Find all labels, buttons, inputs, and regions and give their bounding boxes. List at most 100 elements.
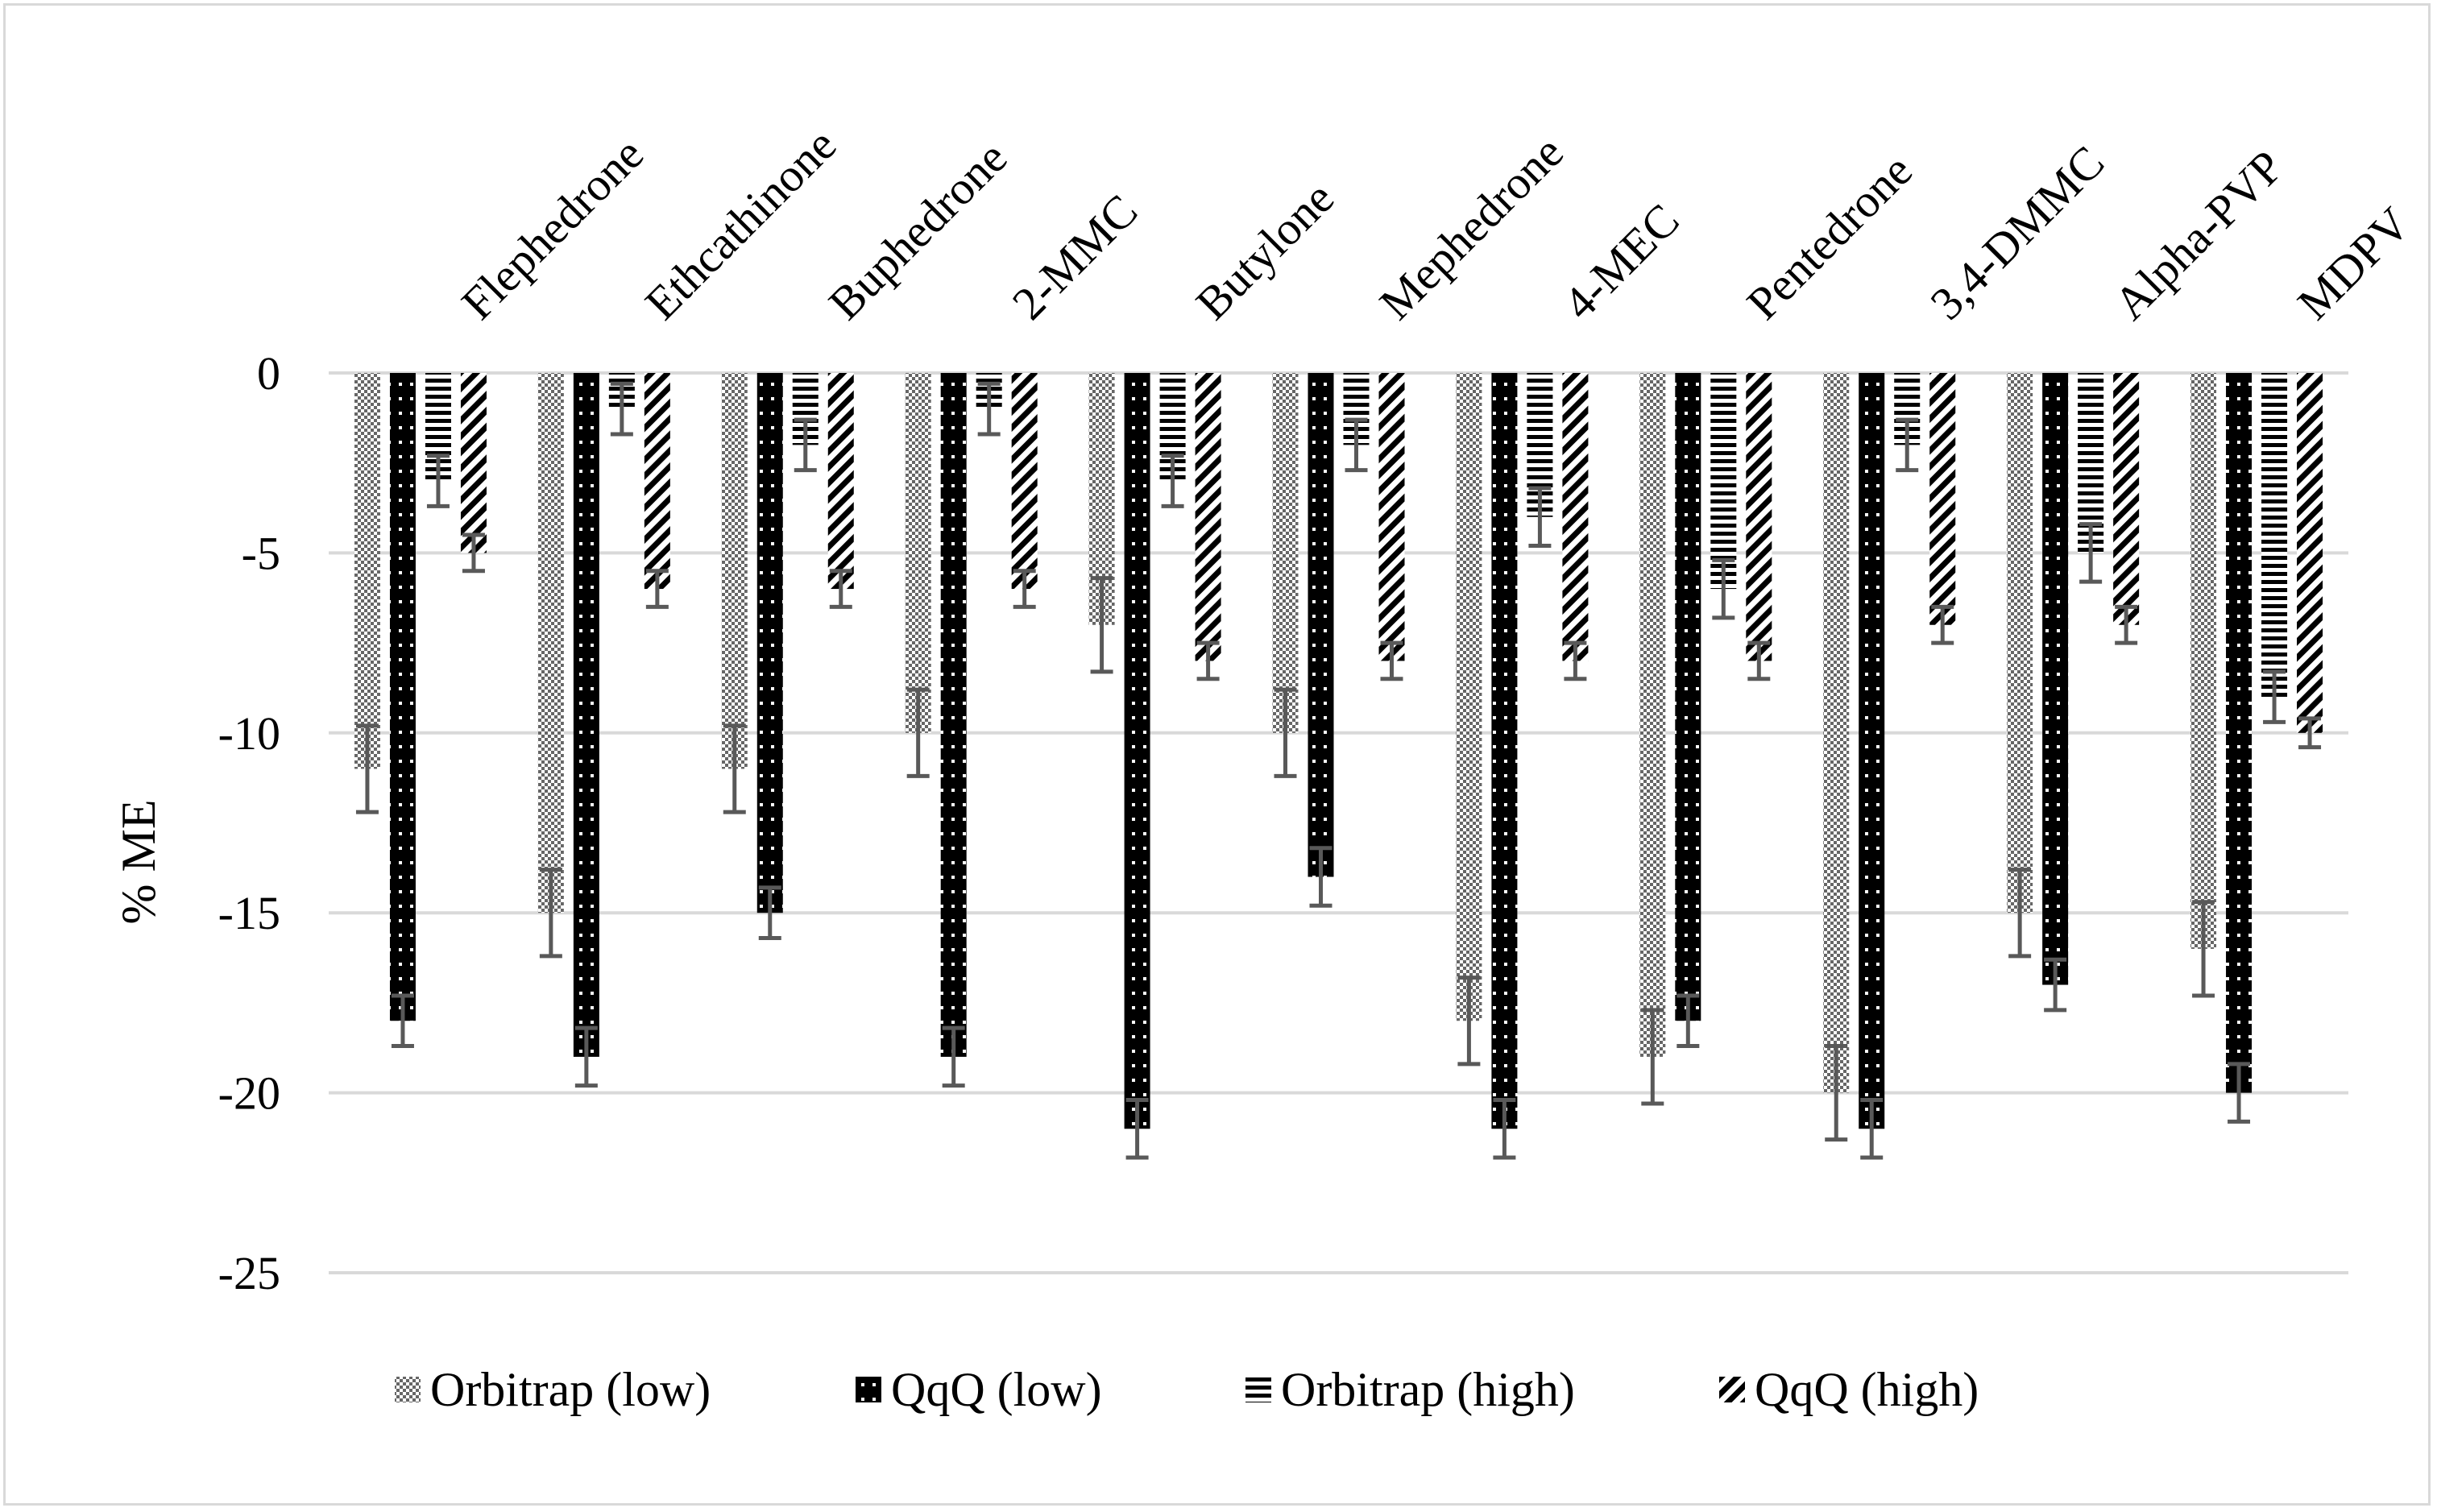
bar-diag-0 [460,373,487,553]
error-bar [1013,569,1036,609]
error-bar [1380,640,1403,681]
error-bars [355,381,2322,1160]
bar-dots-2 [756,373,783,913]
bar-diag-2 [827,373,854,590]
error-bar [1641,1008,1664,1106]
error-bar [1274,687,1297,778]
bar-diag-7 [1746,373,1772,661]
y-axis-title: % ME [112,800,165,925]
category-label: MDPV [2287,197,2420,330]
bar-dots-10 [2226,373,2253,1093]
y-tick-label: -15 [218,887,280,939]
bar-diag-3 [1011,373,1038,590]
category-label: Butylone [1186,172,1344,329]
bar-checker-3 [905,373,931,733]
error-bar [1457,976,1481,1067]
error-bar [2008,868,2032,959]
bar-diag-9 [2113,373,2140,625]
bar-dots-6 [1491,373,1518,1129]
error-bar [1125,1098,1149,1160]
y-tick-label: 0 [257,347,280,400]
y-tick-label: -20 [218,1067,280,1120]
error-bar [1712,557,1735,620]
error-bar [426,454,450,508]
bar-dots-3 [940,373,967,1057]
error-bar [794,417,817,473]
bar-checker-2 [721,373,748,769]
category-label: Ethcathinone [635,118,846,329]
bar-dots-9 [2042,373,2069,985]
bar-diag-5 [1378,373,1405,661]
category-label: Buphedrone [819,131,1017,329]
legend-label: Orbitrap (high) [1281,1363,1575,1416]
y-tick-label: -25 [218,1247,280,1299]
legend-item: Orbitrap (low) [395,1363,711,1416]
error-bar [2115,604,2138,645]
error-bar [539,868,562,959]
bars [354,373,2323,1129]
bar-dots-4 [1124,373,1150,1129]
error-bar [906,687,930,778]
bar-diag-10 [2297,373,2323,733]
legend-swatch [395,1377,421,1402]
bar-diag-8 [1929,373,1956,625]
error-bar [355,723,379,814]
error-bar [1860,1098,1884,1160]
y-tick-label: -5 [242,527,280,579]
error-bar [1196,640,1220,681]
bar-checker-5 [1272,373,1299,733]
error-bar [2044,957,2067,1013]
error-bar [758,885,781,940]
bar-checker-0 [354,373,380,769]
error-bar [1090,576,1113,674]
error-bar [574,1025,598,1088]
category-label: 3,4-DMMC [1920,135,2114,329]
error-bar [1161,454,1184,508]
bar-checker-7 [1639,373,1666,1057]
bar-dots-8 [1859,373,1885,1129]
category-label: Alpha-PVP [2103,140,2293,329]
legend-swatch [1245,1377,1271,1402]
y-tick-label: -10 [218,707,280,760]
bar-checker-10 [2190,373,2217,949]
error-bar [1896,417,1919,473]
error-bar [645,569,669,609]
bar-dots-0 [389,373,416,1021]
legend-swatch [856,1377,881,1402]
error-bar [1528,486,1552,548]
error-bar [2192,900,2215,998]
bar-checker-1 [537,373,564,913]
category-label: Flephedrone [451,127,653,329]
bar-checker-8 [1823,373,1850,1093]
y-axis-tick-labels: 0 -5 -10 -15 -20 -25 [218,347,280,1299]
error-bar [1309,846,1332,908]
error-bar [2263,669,2286,724]
bar-diag-6 [1562,373,1589,661]
category-label: 4-MEC [1553,193,1689,329]
error-bar [1825,1044,1848,1142]
bar-dots-1 [573,373,599,1057]
error-bar [1676,993,1700,1049]
legend-swatch [1719,1377,1745,1402]
error-bar [977,381,1001,437]
category-label: 2-MMC [1002,184,1147,329]
legend-label: QqQ (low) [891,1363,1102,1416]
legend-item: Orbitrap (high) [1245,1363,1575,1416]
category-label: Pentedrone [1737,144,1922,329]
bar-dots-7 [1675,373,1701,1021]
legend-item: QqQ (high) [1719,1363,1979,1416]
error-bar [1931,604,1954,645]
error-bar [1747,640,1771,681]
bar-dots-5 [1308,373,1334,877]
error-bar [1345,417,1368,473]
error-bar [2228,1062,2251,1124]
error-bar [942,1025,965,1088]
bar-checker-9 [2007,373,2033,913]
bar-diag-1 [644,373,670,590]
error-bar [391,993,414,1049]
legend-label: Orbitrap (low) [430,1363,711,1416]
error-bar [829,569,852,609]
bar-diag-4 [1195,373,1221,661]
